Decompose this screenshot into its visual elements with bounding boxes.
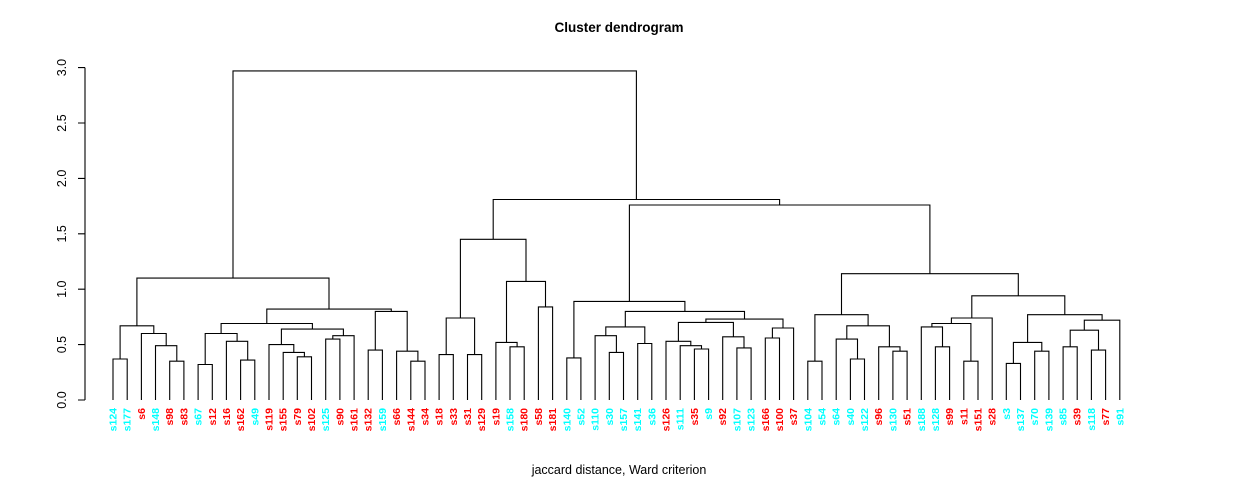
leaf-label: s126 [661, 408, 673, 432]
leaf-label: s157 [618, 408, 630, 432]
leaf-label: s118 [1086, 408, 1098, 431]
leaf-label: s77 [1100, 408, 1112, 426]
y-axis-tick-label: 3.0 [55, 59, 69, 76]
leaf-label: s79 [292, 408, 304, 426]
leaf-label: s141 [632, 408, 644, 432]
leaf-label: s96 [873, 408, 885, 426]
leaf-label: s67 [193, 408, 205, 426]
leaf-label: s140 [561, 408, 573, 432]
leaf-label: s99 [944, 408, 956, 426]
leaf-label: s148 [150, 408, 162, 432]
leaf-label: s16 [221, 408, 233, 426]
leaf-label: s92 [717, 408, 729, 426]
leaf-label: s129 [476, 408, 488, 432]
y-axis-tick-label: 2.0 [55, 170, 69, 187]
leaf-label: s124 [108, 408, 120, 432]
leaf-label: s181 [547, 408, 559, 432]
leaf-label: s130 [887, 408, 899, 432]
y-axis-tick-label: 1.5 [55, 225, 69, 242]
leaf-label: s83 [178, 408, 190, 426]
leaf-label: s166 [760, 408, 772, 432]
chart-title: Cluster dendrogram [554, 20, 684, 35]
leaf-label: s37 [788, 408, 800, 426]
leaf-label: s18 [434, 408, 446, 426]
leaf-label: s158 [505, 408, 517, 432]
leaf-label: s9 [703, 408, 715, 420]
leaf-label: s66 [391, 408, 403, 426]
leaf-label: s3 [1001, 408, 1013, 420]
leaf-label: s70 [1029, 408, 1041, 426]
leaf-label: s177 [122, 408, 134, 432]
leaf-label: s139 [1043, 408, 1055, 432]
leaf-label: s122 [859, 408, 871, 432]
leaf-label: s107 [731, 408, 743, 432]
leaf-label: s162 [235, 408, 247, 432]
dendrogram-links [112, 70, 1121, 400]
leaf-label: s19 [490, 408, 502, 426]
leaf-label: s36 [646, 408, 658, 426]
leaf-label: s180 [519, 408, 531, 432]
y-axis-tick-label: 2.5 [55, 114, 69, 131]
leaf-label: s132 [363, 408, 375, 432]
leaf-label: s52 [575, 408, 587, 426]
leaf-label: s30 [604, 408, 616, 426]
leaf-label: s91 [1114, 408, 1126, 426]
leaf-label: s40 [845, 408, 857, 426]
leaf-label: s12 [207, 408, 219, 426]
x-axis-label: jaccard distance, Ward criterion [531, 463, 707, 477]
leaf-label: s85 [1058, 408, 1070, 426]
leaf-label: s111 [675, 408, 687, 430]
leaf-label: s58 [533, 408, 545, 426]
leaf-label: s98 [164, 408, 176, 426]
leaf-label: s11 [958, 408, 970, 425]
leaf-label: s28 [987, 408, 999, 426]
y-axis: 0.0 0.5 1.0 1.5 2.0 2.5 3.0 [55, 59, 86, 409]
leaf-label: s123 [746, 408, 758, 432]
leaf-label: s159 [377, 408, 389, 432]
leaf-label: s144 [405, 408, 417, 432]
leaf-label: s100 [774, 408, 786, 432]
leaf-label: s137 [1015, 408, 1027, 432]
leaf-label: s35 [689, 408, 701, 426]
leaf-label: s151 [972, 408, 984, 432]
leaf-label: s110 [590, 408, 602, 431]
leaf-label: s6 [136, 408, 148, 420]
y-axis-tick-label: 1.0 [55, 280, 69, 297]
leaf-labels: s124 s177 s6 s148 s98 s83 s67 s12 s16 s162 s49 s119… [108, 408, 1127, 432]
leaf-label: s104 [802, 408, 814, 432]
leaf-label: s90 [334, 408, 346, 426]
leaf-label: s39 [1072, 408, 1084, 426]
y-axis-tick-label: 0.0 [55, 391, 69, 408]
leaf-label: s31 [462, 408, 474, 426]
leaf-label: s49 [249, 408, 261, 426]
leaf-label: s64 [831, 408, 843, 426]
leaf-label: s33 [448, 408, 460, 426]
leaf-label: s51 [902, 408, 914, 426]
leaf-label: s34 [419, 408, 431, 426]
leaf-label: s102 [306, 408, 318, 432]
leaf-label: s119 [263, 408, 275, 431]
leaf-label: s161 [349, 408, 361, 432]
leaf-label: s125 [320, 408, 332, 432]
leaf-label: s128 [930, 408, 942, 432]
leaf-label: s54 [817, 408, 829, 426]
leaf-label: s155 [278, 408, 290, 432]
y-axis-tick-label: 0.5 [55, 336, 69, 353]
y-axis-line [78, 67, 86, 401]
leaf-label: s188 [916, 408, 928, 432]
